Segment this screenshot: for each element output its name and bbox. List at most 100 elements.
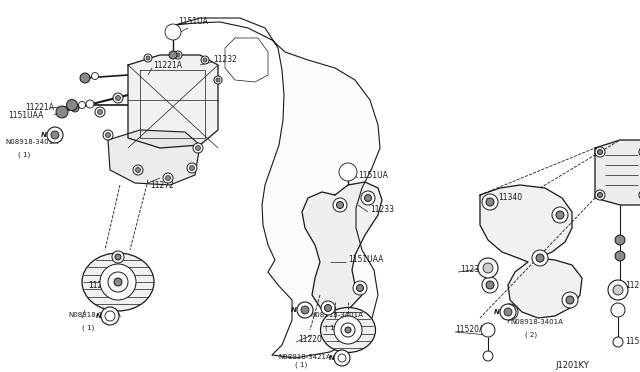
Text: N: N — [96, 313, 102, 319]
Circle shape — [595, 147, 605, 157]
Text: 1151UA: 1151UA — [358, 170, 388, 180]
Circle shape — [297, 302, 313, 318]
Polygon shape — [302, 182, 382, 318]
Circle shape — [176, 53, 180, 57]
Text: ( 1): ( 1) — [18, 152, 30, 158]
Circle shape — [193, 143, 203, 153]
Circle shape — [506, 308, 514, 316]
Circle shape — [504, 308, 512, 316]
Text: 11340: 11340 — [498, 193, 522, 202]
Circle shape — [338, 354, 346, 362]
Circle shape — [333, 198, 347, 212]
Circle shape — [168, 27, 178, 37]
Circle shape — [365, 195, 371, 202]
Circle shape — [341, 323, 355, 337]
Circle shape — [71, 104, 79, 112]
Text: 11272: 11272 — [150, 180, 174, 189]
Circle shape — [611, 303, 625, 317]
Circle shape — [97, 109, 102, 115]
Circle shape — [67, 99, 77, 110]
Circle shape — [165, 24, 181, 40]
Ellipse shape — [82, 253, 154, 311]
Text: 1151UAA: 1151UAA — [8, 110, 44, 119]
Circle shape — [51, 131, 59, 139]
Circle shape — [342, 166, 354, 178]
Circle shape — [337, 202, 344, 208]
Circle shape — [189, 166, 195, 170]
Circle shape — [478, 258, 498, 278]
Circle shape — [532, 250, 548, 266]
Circle shape — [556, 211, 564, 219]
Circle shape — [169, 51, 177, 59]
Circle shape — [353, 281, 367, 295]
Circle shape — [481, 323, 495, 337]
Circle shape — [536, 254, 544, 262]
Circle shape — [613, 285, 623, 295]
Circle shape — [115, 96, 120, 100]
Text: 11220: 11220 — [88, 280, 112, 289]
Circle shape — [113, 93, 123, 103]
Circle shape — [112, 251, 124, 263]
Text: 11520A: 11520A — [625, 337, 640, 346]
Text: J1201KY: J1201KY — [555, 360, 589, 369]
Text: 1151UA: 1151UA — [178, 17, 208, 26]
Text: N08918-3401A: N08918-3401A — [510, 319, 563, 325]
Circle shape — [483, 263, 493, 273]
Text: ( 1): ( 1) — [325, 325, 337, 331]
Text: 11233: 11233 — [370, 205, 394, 215]
Polygon shape — [108, 130, 200, 185]
Circle shape — [106, 132, 111, 138]
Text: N: N — [41, 132, 47, 138]
Text: N: N — [291, 307, 297, 313]
Polygon shape — [595, 140, 640, 205]
Circle shape — [615, 235, 625, 245]
Circle shape — [166, 176, 170, 180]
Circle shape — [101, 307, 119, 325]
Circle shape — [105, 311, 115, 321]
Circle shape — [301, 306, 309, 314]
Circle shape — [483, 351, 493, 361]
Circle shape — [146, 56, 150, 60]
Circle shape — [482, 194, 498, 210]
Circle shape — [133, 165, 143, 175]
Text: ( 1): ( 1) — [295, 362, 307, 368]
Circle shape — [47, 127, 63, 143]
Circle shape — [136, 167, 141, 173]
Circle shape — [114, 278, 122, 286]
Circle shape — [201, 56, 209, 64]
Circle shape — [92, 73, 99, 80]
Circle shape — [115, 254, 121, 260]
Circle shape — [598, 192, 602, 198]
Circle shape — [608, 280, 628, 300]
Circle shape — [216, 78, 220, 82]
Circle shape — [144, 54, 152, 62]
Text: N: N — [329, 355, 335, 361]
Polygon shape — [175, 18, 380, 358]
Circle shape — [615, 251, 625, 261]
Circle shape — [174, 51, 182, 59]
Text: 11235M: 11235M — [460, 266, 491, 275]
Text: 1151UAA: 1151UAA — [348, 256, 383, 264]
Text: 11520A: 11520A — [455, 326, 484, 334]
Circle shape — [100, 264, 136, 300]
Circle shape — [486, 198, 494, 206]
Circle shape — [56, 106, 68, 118]
Circle shape — [203, 58, 207, 62]
Circle shape — [562, 292, 578, 308]
Text: 11221A: 11221A — [153, 61, 182, 70]
Text: N08918-3401A: N08918-3401A — [310, 312, 363, 318]
Circle shape — [334, 316, 362, 344]
Circle shape — [163, 173, 173, 183]
Circle shape — [79, 102, 86, 109]
Polygon shape — [480, 185, 582, 318]
Text: N08918-3421A: N08918-3421A — [68, 312, 121, 318]
Text: N08918-3401A: N08918-3401A — [5, 139, 58, 145]
Circle shape — [482, 277, 498, 293]
Circle shape — [187, 163, 197, 173]
Circle shape — [613, 337, 623, 347]
Text: 11220: 11220 — [298, 336, 322, 344]
Text: ( 2): ( 2) — [525, 332, 537, 338]
Circle shape — [339, 163, 357, 181]
Circle shape — [195, 145, 200, 151]
Circle shape — [502, 304, 518, 320]
